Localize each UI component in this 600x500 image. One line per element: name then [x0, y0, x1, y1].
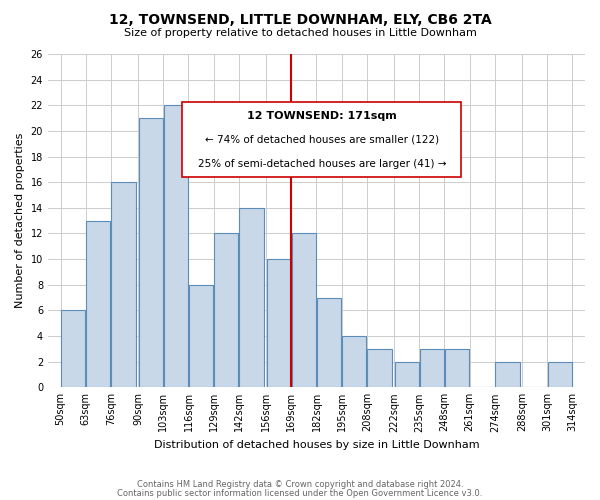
Bar: [164, 106, 188, 388]
Bar: [548, 362, 572, 388]
Bar: [86, 220, 110, 388]
Bar: [420, 349, 444, 388]
FancyBboxPatch shape: [182, 102, 461, 178]
Text: ← 74% of detached houses are smaller (122): ← 74% of detached houses are smaller (12…: [205, 135, 439, 145]
X-axis label: Distribution of detached houses by size in Little Downham: Distribution of detached houses by size …: [154, 440, 479, 450]
Text: Size of property relative to detached houses in Little Downham: Size of property relative to detached ho…: [124, 28, 476, 38]
Bar: [342, 336, 367, 388]
Text: Contains HM Land Registry data © Crown copyright and database right 2024.: Contains HM Land Registry data © Crown c…: [137, 480, 463, 489]
Bar: [266, 259, 291, 388]
Bar: [317, 298, 341, 388]
Y-axis label: Number of detached properties: Number of detached properties: [15, 133, 25, 308]
Bar: [496, 362, 520, 388]
Bar: [445, 349, 469, 388]
Bar: [139, 118, 163, 388]
Text: 12 TOWNSEND: 171sqm: 12 TOWNSEND: 171sqm: [247, 111, 397, 121]
Bar: [367, 349, 392, 388]
Bar: [61, 310, 85, 388]
Bar: [292, 234, 316, 388]
Text: 25% of semi-detached houses are larger (41) →: 25% of semi-detached houses are larger (…: [197, 159, 446, 169]
Text: 12, TOWNSEND, LITTLE DOWNHAM, ELY, CB6 2TA: 12, TOWNSEND, LITTLE DOWNHAM, ELY, CB6 2…: [109, 12, 491, 26]
Bar: [239, 208, 263, 388]
Bar: [214, 234, 238, 388]
Bar: [189, 285, 213, 388]
Bar: [395, 362, 419, 388]
Text: Contains public sector information licensed under the Open Government Licence v3: Contains public sector information licen…: [118, 488, 482, 498]
Bar: [112, 182, 136, 388]
